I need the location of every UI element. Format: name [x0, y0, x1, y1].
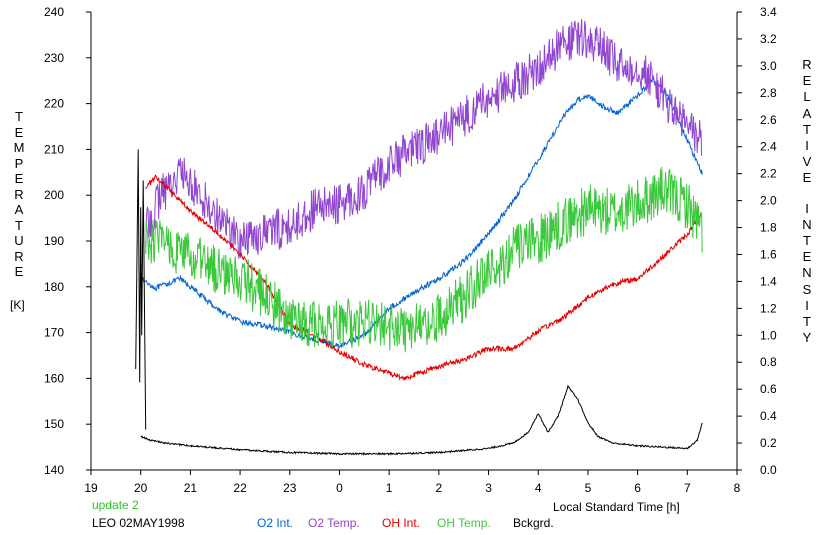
y-axis-title-right-letter: Y — [802, 330, 812, 346]
x-axis-title: Local Standard Time [h] — [553, 500, 680, 514]
y-axis-title-right-letter: A — [802, 105, 812, 121]
y-axis-title-right-letter: T — [803, 233, 811, 248]
series-bckgrd-spike — [135, 149, 147, 430]
y-left-tick-label: 170 — [44, 326, 64, 340]
y-right-tick-label: 2.0 — [760, 194, 777, 208]
station-date-label: LEO 02MAY1998 — [92, 516, 185, 530]
y-axis-title-right-letter: E — [802, 170, 812, 186]
series-oh-temp — [145, 166, 703, 353]
legend-item-o2-int: O2 Int. — [257, 516, 294, 530]
y-right-tick-label: 3.4 — [760, 5, 777, 19]
x-tick-label: 19 — [84, 481, 98, 495]
y-left-tick-label: 180 — [44, 280, 64, 294]
y-axis-title-right-letter: L — [803, 89, 811, 105]
y-axis-title-right-letter: E — [802, 249, 812, 265]
series-o2-int — [140, 76, 703, 349]
y-axis-title-left-letter: R — [14, 248, 24, 264]
y-right-tick-label: 0.8 — [760, 355, 777, 369]
y-left-tick-label: 220 — [44, 97, 64, 111]
y-axis-title-left-letter: E — [14, 124, 24, 140]
y-left-tick-label: 200 — [44, 188, 64, 202]
y-axis-title-right-letter: I — [805, 297, 809, 313]
y-right-tick-label: 2.6 — [760, 113, 777, 127]
y-axis-title-left-letter: A — [14, 202, 24, 217]
x-tick-label: 7 — [684, 481, 691, 495]
y-right-tick-label: 1.4 — [760, 274, 777, 288]
x-tick-label: 21 — [184, 481, 198, 495]
y-axis-unit-left: [K] — [10, 298, 25, 312]
y-axis-title-right-letter: E — [802, 73, 812, 89]
legend-item-bckgrd: Bckgrd. — [513, 516, 554, 530]
y-right-tick-label: 2.2 — [760, 167, 777, 181]
y-axis-title-right-letter: V — [802, 154, 812, 170]
x-tick-label: 3 — [485, 481, 492, 495]
x-tick-label: 6 — [634, 481, 641, 495]
y-right-tick-label: 0.0 — [760, 463, 777, 477]
y-right-tick-label: 2.8 — [760, 86, 777, 100]
y-left-tick-label: 210 — [44, 142, 64, 156]
y-axis-title-left-letter: U — [14, 233, 24, 248]
y-axis-title-left-letter: E — [14, 264, 24, 279]
y-axis-title-right-letter: N — [802, 265, 812, 281]
y-right-tick-label: 1.8 — [760, 221, 777, 235]
y-axis-title-right-letter: I — [805, 138, 809, 153]
y-axis-title-right-letter: S — [802, 281, 812, 297]
y-left-tick-label: 160 — [44, 371, 64, 385]
series-o2-temp — [145, 18, 703, 259]
y-right-tick-label: 3.2 — [760, 32, 777, 46]
y-right-tick-label: 0.6 — [760, 382, 777, 396]
y-right-tick-label: 0.4 — [760, 409, 777, 423]
legend-item-oh-int: OH Int. — [382, 516, 421, 530]
x-tick-label: 22 — [233, 481, 247, 495]
update-label: update 2 — [92, 498, 139, 512]
y-left-tick-label: 140 — [44, 463, 64, 477]
x-tick-label: 1 — [386, 481, 393, 495]
x-tick-label: 8 — [734, 481, 741, 495]
y-right-tick-label: 1.2 — [760, 301, 777, 315]
x-tick-label: 20 — [134, 481, 148, 495]
y-left-tick-label: 230 — [44, 51, 64, 65]
x-tick-label: 2 — [436, 481, 443, 495]
x-tick-label: 5 — [585, 481, 592, 495]
y-right-tick-label: 1.0 — [760, 328, 777, 342]
y-left-tick-label: 190 — [44, 234, 64, 248]
y-axis-title-right-letter: N — [802, 216, 812, 232]
y-axis-title-right-letter: T — [803, 121, 811, 137]
y-axis-title-left-letter: T — [15, 217, 23, 233]
legend-item-o2-temp: O2 Temp. — [308, 516, 360, 530]
y-left-tick-label: 240 — [44, 5, 64, 19]
y-left-tick-label: 150 — [44, 417, 64, 431]
x-tick-label: 0 — [336, 481, 343, 495]
y-axis-title-left-letter: P — [14, 155, 24, 171]
y-axis-title-left-letter: R — [14, 186, 24, 202]
y-right-tick-label: 1.6 — [760, 247, 777, 261]
legend-item-oh-temp: OH Temp. — [437, 516, 491, 530]
y-right-tick-label: 3.0 — [760, 59, 777, 73]
y-axis-title-left-letter: E — [14, 171, 24, 186]
series-oh-int — [145, 174, 703, 381]
y-right-tick-label: 2.4 — [760, 140, 777, 154]
series-bckgrd — [140, 384, 703, 456]
y-axis-title-left-letter: T — [15, 109, 23, 124]
y-axis-title-right-letter: T — [803, 314, 811, 329]
x-tick-label: 4 — [535, 481, 542, 495]
y-axis-title-right-letter: I — [805, 200, 809, 216]
y-axis-title-left-letter: M — [13, 140, 25, 155]
y-right-tick-label: 0.2 — [760, 436, 777, 450]
x-tick-label: 23 — [283, 481, 297, 495]
y-axis-title-right-letter: R — [802, 57, 812, 72]
